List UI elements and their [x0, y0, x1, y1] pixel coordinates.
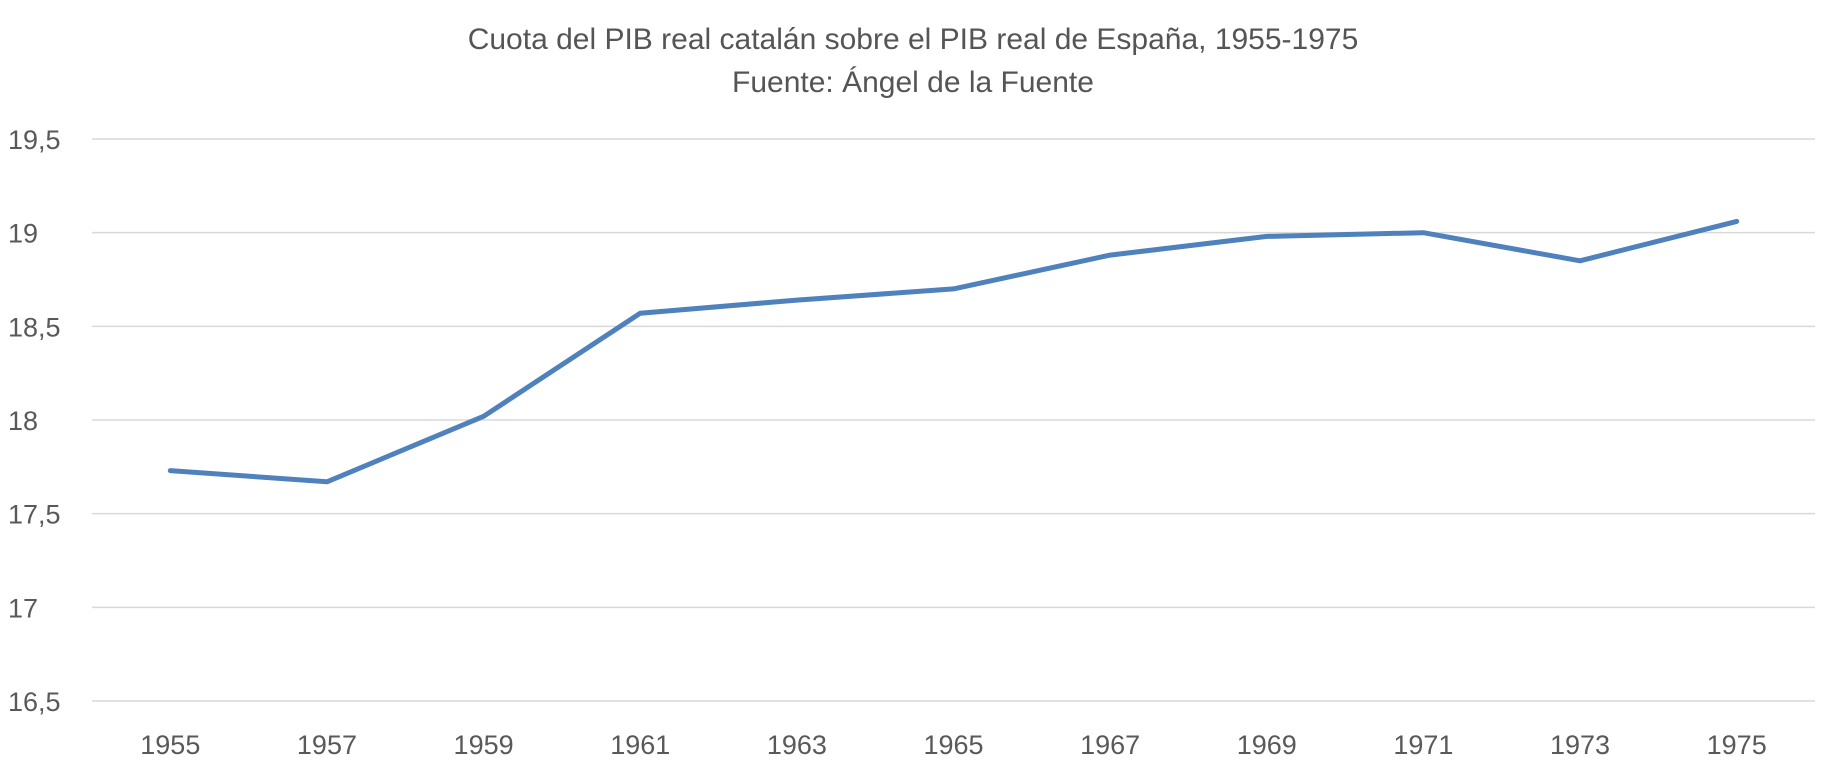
x-tick-label: 1969	[1237, 730, 1297, 760]
y-tick-label: 18,5	[8, 312, 61, 342]
y-tick-label: 16,5	[8, 687, 61, 717]
y-axis-tick-labels: 16,5 17 17,5 18 18,5 19 19,5	[8, 125, 61, 717]
gridlines	[92, 138, 1815, 702]
x-tick-label: 1967	[1080, 730, 1140, 760]
x-tick-label: 1973	[1550, 730, 1610, 760]
x-tick-label: 1961	[610, 730, 670, 760]
y-tick-label: 18	[8, 406, 38, 436]
x-tick-label: 1975	[1707, 730, 1767, 760]
x-tick-label: 1959	[454, 730, 514, 760]
x-tick-label: 1957	[297, 730, 357, 760]
x-tick-label: 1963	[767, 730, 827, 760]
x-axis-tick-labels: 1955 1957 1959 1961 1963 1965 1967 1969 1971 1973…	[140, 730, 1766, 760]
chart-title: Cuota del PIB real catalán sobre el PIB …	[468, 23, 1359, 56]
series-line-0	[167, 218, 1740, 485]
y-tick-label: 19	[8, 219, 38, 249]
y-tick-label: 17,5	[8, 500, 61, 530]
x-tick-label: 1971	[1393, 730, 1453, 760]
y-tick-label: 17	[8, 593, 38, 623]
x-tick-label: 1965	[923, 730, 983, 760]
series-group	[167, 218, 1740, 485]
chart-subtitle: Fuente: Ángel de la Fuente	[732, 66, 1094, 99]
y-tick-label: 19,5	[8, 125, 61, 155]
x-tick-label: 1955	[140, 730, 200, 760]
